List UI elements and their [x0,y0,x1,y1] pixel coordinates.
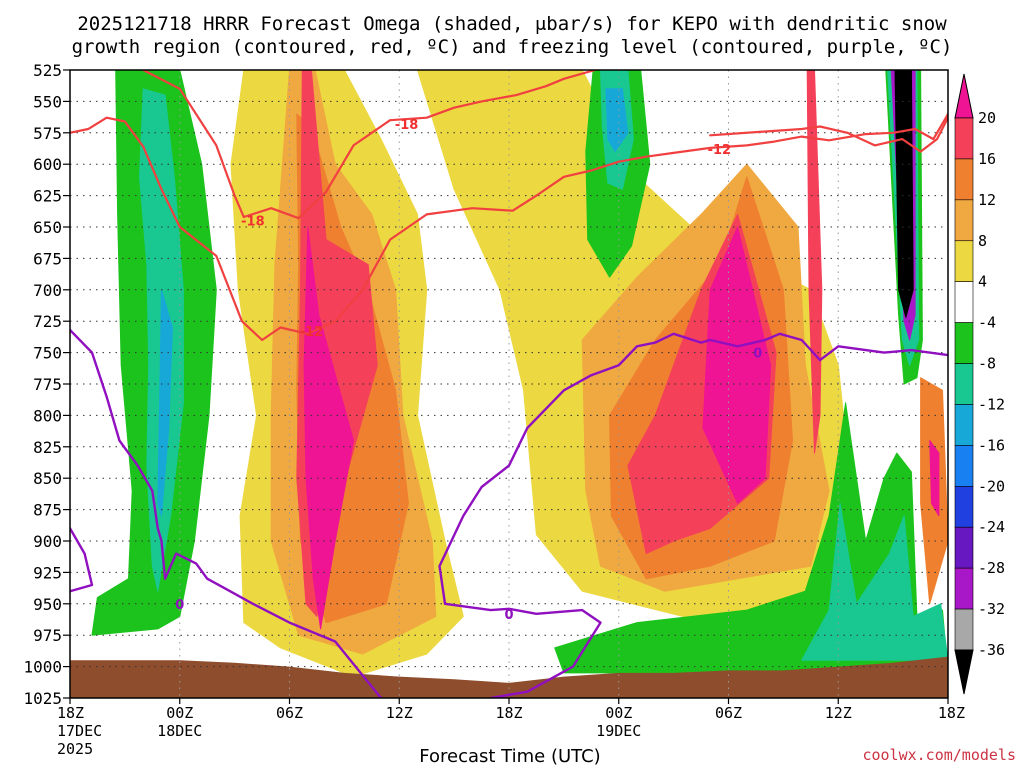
shade-pink-core-1 [303,226,354,630]
shade-pink-streak-right [929,440,940,517]
chart-title-line2: growth region (contoured, red, ºC) and f… [72,36,953,58]
colorbar-label-12: -32 [978,600,1005,618]
y-tick-label-650: 650 [33,218,62,237]
dgz-label-3: -12 [708,143,732,158]
y-tick-label-900: 900 [33,532,62,551]
colorbar-bin-13 [954,608,974,651]
credit-text: coolwx.com/models [862,746,1016,764]
y-tick-label-975: 975 [33,626,62,645]
x-tick-label-18: 12Z [386,704,413,722]
dgz-contour-0 [70,112,948,342]
dgz-label-0: -18 [395,118,419,133]
colorbar-label-2: 12 [978,191,996,209]
x-tick-date-6: 18DEC [157,722,202,740]
colorbar-bin-8 [954,404,974,446]
x-tick-year-0: 2025 [57,740,93,758]
contour-lines [70,70,948,698]
freezing-label-1: 0 [504,608,513,623]
chart-title-line1: 2025121718 HRRR Forecast Omega (shaded, … [77,13,947,35]
y-tick-label-1000: 1000 [23,658,62,677]
colorbar-top-arrow [954,73,974,119]
colorbar-label-5: -4 [978,314,996,332]
y-tick-label-750: 750 [33,344,62,363]
colorbar-label-7: -12 [978,395,1005,413]
y-tick-label-775: 775 [33,375,62,394]
y-tick-label-875: 875 [33,501,62,520]
y-tick-label-600: 600 [33,155,62,174]
colorbar-bin-10 [954,486,974,528]
freezing-contour-1 [70,527,94,593]
x-tick-label-24: 18Z [495,704,522,722]
shade-cyan-plume-mid [605,88,629,153]
dgz-label-2: -12 [300,325,324,340]
colorbar-bin-3 [954,199,974,242]
colorbar-bin-9 [954,445,974,487]
colorbar-label-0: 20 [978,109,996,127]
colorbar-label-11: -28 [978,559,1005,577]
y-tick-label-950: 950 [33,595,62,614]
x-tick-label-48: 18Z [938,704,965,722]
colorbar: 20 16 12 8 4 -4 -8 -12 -16 -20 -24 -28 -32 -36 [954,73,1005,695]
shade-pink-core-2 [702,226,772,504]
x-tick-label-6: 00Z [166,704,193,722]
colorbar-label-9: -20 [978,477,1005,495]
colorbar-bin-11 [954,526,974,569]
dgz-label-1: -18 [241,215,265,230]
dgz-contour-1 [142,70,245,219]
y-tick-label-625: 625 [33,187,62,206]
contour-labels: -18 -18 -12 -12 0 0 0 [175,118,762,623]
y-tick-label-550: 550 [33,92,62,111]
x-tick-label-0: 18Z [57,704,84,722]
y-tick-label-925: 925 [33,563,62,582]
x-tick-label-30: 00Z [605,704,632,722]
colorbar-bin-7 [954,363,974,405]
colorbar-label-1: 16 [978,150,996,168]
colorbar-label-8: -16 [978,436,1005,454]
colorbar-bin-4 [954,240,974,282]
y-tick-label-825: 825 [33,438,62,457]
colorbar-label-13: -36 [978,641,1005,659]
colorbar-bin-1 [954,117,974,160]
dgz-contour-2 [242,70,597,220]
x-tick-date-0: 17DEC [57,722,102,740]
y-tick-label-700: 700 [33,281,62,300]
shade-cyan-plume-early [157,289,173,517]
x-tick-label-36: 06Z [715,704,742,722]
colorbar-bin-6 [954,322,974,364]
freezing-label-2: 0 [753,347,762,362]
x-tick-label-12: 06Z [276,704,303,722]
y-tick-label-725: 725 [33,312,62,331]
colorbar-label-6: -8 [978,355,996,373]
colorbar-bin-2 [954,158,974,201]
colorbar-bin-12 [954,567,974,610]
freezing-contour-2 [438,332,948,698]
y-axis-ticks: 525 550 575 600 625 650 675 700 725 750 775 800 825 8… [23,61,70,708]
freezing-label-0: 0 [175,598,184,613]
x-axis-label: Forecast Time (UTC) [419,746,600,767]
y-tick-label-800: 800 [33,406,62,425]
y-tick-label-1025: 1025 [23,689,62,708]
y-tick-label-850: 850 [33,469,62,488]
y-tick-label-675: 675 [33,249,62,268]
dgz-contour-3 [709,116,948,153]
shade-teal-plume-late [801,502,948,661]
colorbar-label-3: 8 [978,232,987,250]
colorbar-bin-5 [954,281,974,323]
y-tick-label-525: 525 [33,61,62,80]
y-tick-label-575: 575 [33,124,62,143]
freezing-contour-0 [70,328,383,698]
colorbar-label-4: 4 [978,273,987,291]
colorbar-label-10: -24 [978,518,1005,536]
colorbar-bottom-arrow [954,649,974,695]
x-tick-label-42: 12Z [825,704,852,722]
x-tick-date-30: 19DEC [596,722,641,740]
